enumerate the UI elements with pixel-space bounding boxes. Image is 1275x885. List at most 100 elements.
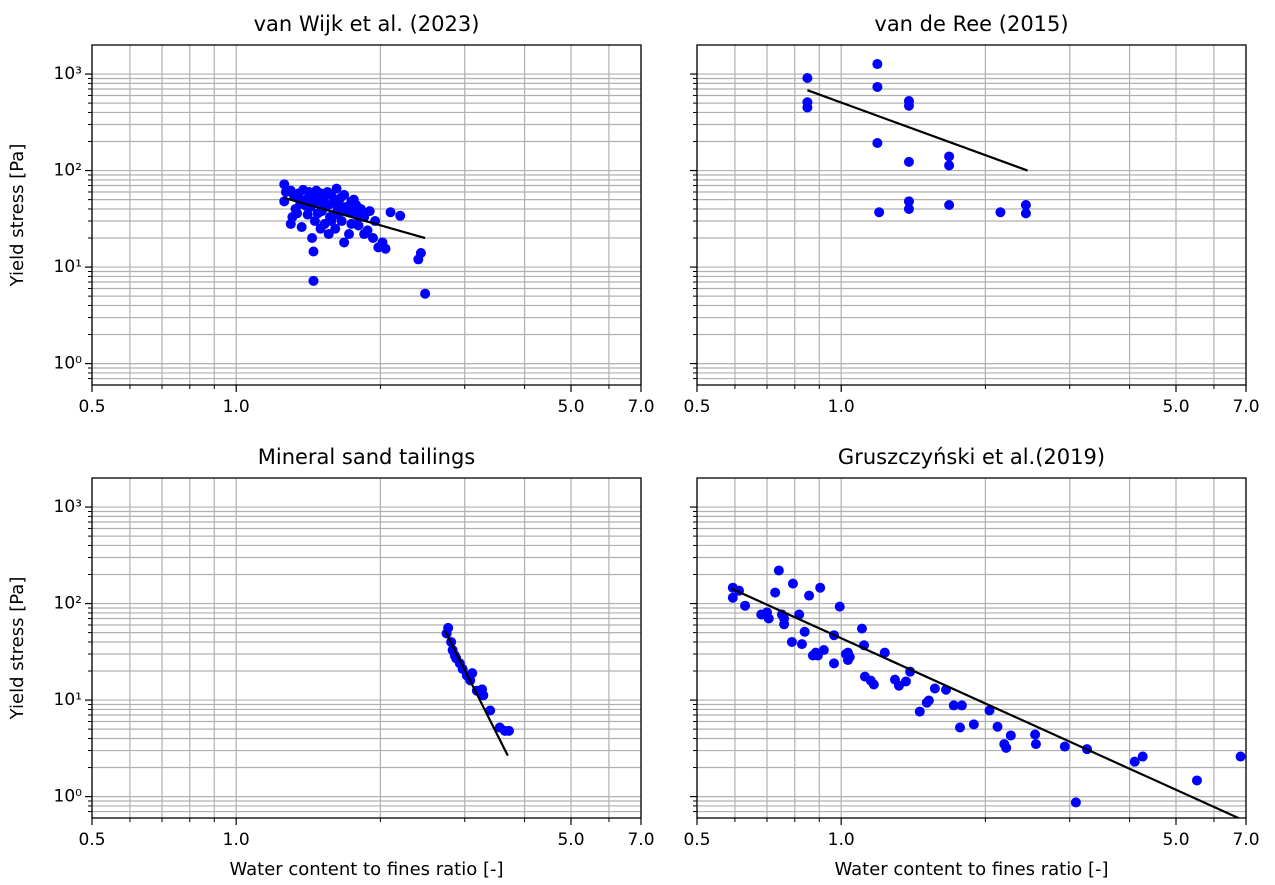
data-point bbox=[344, 206, 355, 217]
data-point bbox=[944, 160, 955, 171]
data-point bbox=[348, 194, 359, 205]
data-point bbox=[312, 208, 323, 219]
data-point bbox=[344, 229, 355, 240]
data-point bbox=[773, 565, 784, 576]
data-point bbox=[1070, 797, 1081, 808]
y-axis-label: Yield stress [Pa] bbox=[7, 577, 28, 721]
x-tick-label: 1.0 bbox=[223, 830, 250, 850]
data-point bbox=[844, 651, 855, 662]
data-point bbox=[815, 582, 826, 593]
data-point bbox=[1059, 741, 1070, 752]
data-point bbox=[770, 587, 781, 598]
data-point bbox=[872, 138, 883, 149]
x-tick-label: 1.0 bbox=[223, 397, 250, 417]
axes: 0.5 1.0 5.0 7.0 van de Ree (2015) bbox=[683, 12, 1259, 417]
data-point bbox=[954, 722, 965, 733]
data-point bbox=[872, 59, 883, 70]
data-point bbox=[727, 592, 738, 603]
data-point bbox=[984, 705, 995, 716]
data-point bbox=[900, 676, 911, 687]
axes-frame bbox=[91, 44, 642, 386]
data-point bbox=[415, 247, 426, 258]
data-point bbox=[367, 233, 378, 244]
data-point bbox=[834, 601, 845, 612]
data-point bbox=[380, 243, 391, 254]
fit-line bbox=[807, 89, 1028, 172]
data-point bbox=[307, 233, 318, 244]
y-tick-label: 10¹ bbox=[54, 690, 82, 710]
data-point bbox=[874, 207, 885, 218]
data-point bbox=[1030, 739, 1041, 750]
data-point bbox=[315, 223, 326, 234]
data-point bbox=[279, 179, 290, 190]
data-point bbox=[302, 209, 313, 220]
data-point bbox=[1129, 756, 1140, 767]
data-point bbox=[1235, 751, 1246, 762]
data-point bbox=[929, 683, 940, 694]
x-tick-label: 0.5 bbox=[683, 830, 710, 850]
data-point bbox=[503, 725, 514, 736]
chart-title: van Wijk et al. (2023) bbox=[254, 12, 480, 36]
data-point bbox=[995, 207, 1006, 218]
data-point bbox=[331, 183, 342, 194]
x-tick-label: 0.5 bbox=[78, 397, 105, 417]
data-point bbox=[923, 695, 934, 706]
x-tick-label: 7.0 bbox=[627, 830, 654, 850]
y-tick-label: 10⁰ bbox=[54, 787, 83, 807]
data-point bbox=[914, 706, 925, 717]
x-tick-label: 5.0 bbox=[557, 397, 584, 417]
y-tick-label: 10³ bbox=[54, 497, 82, 517]
data-point bbox=[992, 721, 1003, 732]
axes: 0.5 1.0 5.0 7.0 10⁰ 10¹ 10² 10³ Mineral sand tai… bbox=[7, 445, 655, 880]
data-point bbox=[1005, 730, 1016, 741]
data-point bbox=[1137, 751, 1148, 762]
data-point bbox=[1191, 775, 1202, 786]
data-point bbox=[944, 199, 955, 210]
y-axis-label: Yield stress [Pa] bbox=[7, 144, 28, 288]
axes: 0.5 1.0 5.0 7.0 Gruszczyński et al.(2019) Wat… bbox=[683, 445, 1259, 880]
axes-frame bbox=[91, 477, 642, 819]
x-tick-label: 5.0 bbox=[1162, 830, 1189, 850]
data-point bbox=[420, 288, 431, 299]
x-tick-label: 1.0 bbox=[828, 830, 855, 850]
data-point bbox=[395, 210, 406, 221]
fit-line bbox=[444, 630, 509, 757]
axes: 0.5 1.0 5.0 7.0 10⁰ 10¹ 10² 10³ van Wijk et al. … bbox=[7, 12, 655, 417]
data-point bbox=[968, 719, 979, 730]
x-tick-label: 5.0 bbox=[557, 830, 584, 850]
data-point bbox=[1030, 729, 1041, 740]
y-tick-label: 10¹ bbox=[54, 257, 82, 277]
scatter-points bbox=[727, 565, 1246, 808]
data-point bbox=[763, 613, 774, 624]
y-tick-label: 10² bbox=[54, 594, 82, 614]
data-point bbox=[346, 218, 357, 229]
x-axis-label: Water content to fines ratio [-] bbox=[229, 859, 503, 880]
data-point bbox=[740, 600, 751, 611]
data-point bbox=[879, 647, 890, 658]
data-point bbox=[868, 679, 879, 690]
data-point bbox=[1020, 208, 1031, 219]
x-tick-label: 1.0 bbox=[828, 397, 855, 417]
x-tick-label: 5.0 bbox=[1162, 397, 1189, 417]
axes-frame bbox=[696, 477, 1247, 819]
data-point bbox=[1020, 199, 1031, 210]
data-point bbox=[287, 212, 298, 223]
data-point bbox=[385, 207, 396, 218]
data-point bbox=[856, 623, 867, 634]
data-point bbox=[309, 216, 320, 227]
data-point bbox=[796, 639, 807, 650]
data-point bbox=[443, 622, 454, 633]
data-point bbox=[799, 626, 810, 637]
x-tick-label: 7.0 bbox=[1232, 830, 1259, 850]
data-point bbox=[804, 590, 815, 601]
data-point bbox=[308, 275, 319, 286]
data-point bbox=[944, 151, 955, 162]
y-tick-label: 10⁰ bbox=[54, 354, 83, 374]
data-point bbox=[318, 199, 329, 210]
data-point bbox=[903, 203, 914, 214]
data-point bbox=[818, 645, 829, 656]
data-point bbox=[355, 203, 366, 214]
scatter-points bbox=[441, 622, 514, 736]
data-point bbox=[1001, 742, 1012, 753]
